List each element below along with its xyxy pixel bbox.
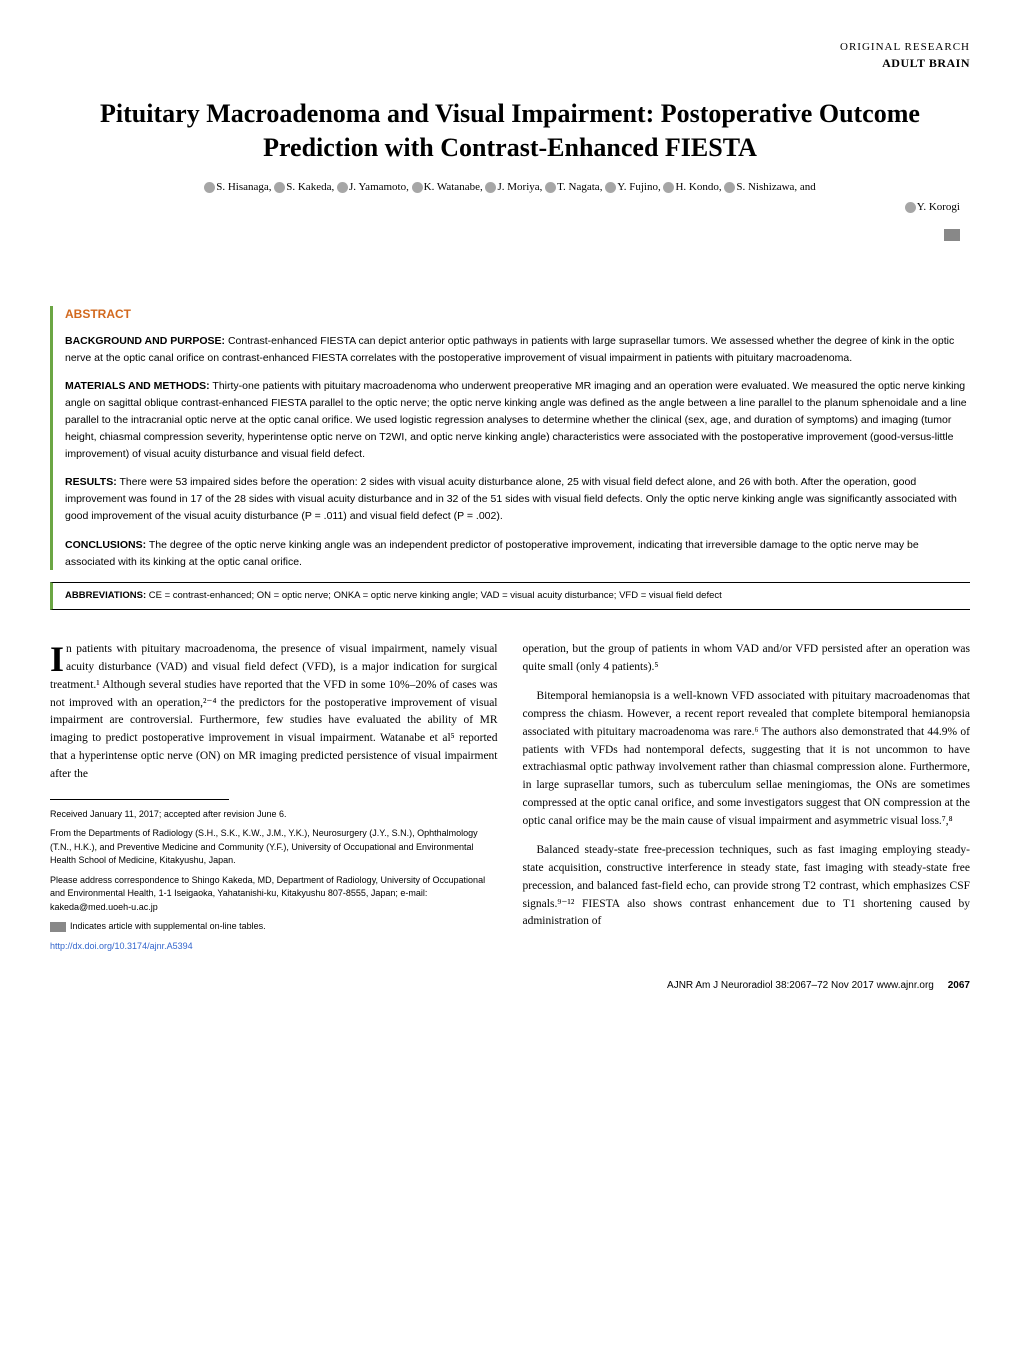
supplemental-icon [50, 922, 66, 932]
received-date: Received January 11, 2017; accepted afte… [50, 808, 498, 822]
orcid-icon [905, 202, 916, 213]
abstract-methods: MATERIALS AND METHODS: Thirty-one patien… [65, 378, 970, 462]
body-para-1: In patients with pituitary macroadenoma,… [50, 641, 498, 784]
supp-text: Indicates article with supplemental on-l… [70, 921, 266, 931]
methods-label: MATERIALS AND METHODS: [65, 380, 210, 392]
orcid-icon [724, 182, 735, 193]
col1-text: n patients with pituitary macroadenoma, … [50, 643, 498, 780]
col2-para3: Balanced steady-state free-precession te… [523, 842, 971, 931]
orcid-icon [337, 182, 348, 193]
orcid-icon [412, 182, 423, 193]
col2-para2: Bitemporal hemianopsia is a well-known V… [523, 688, 971, 831]
orcid-icon [605, 182, 616, 193]
right-column: operation, but the group of patients in … [523, 630, 971, 960]
footnote-rule [50, 799, 229, 800]
doi-link[interactable]: http://dx.doi.org/10.3174/ajnr.A5394 [50, 940, 498, 954]
abbrev-label: ABBREVIATIONS: [65, 590, 146, 601]
correspondence: Please address correspondence to Shingo … [50, 874, 498, 915]
orcid-icon [545, 182, 556, 193]
orcid-icon [204, 182, 215, 193]
supplemental-icon [944, 229, 960, 241]
page-footer: AJNR Am J Neuroradiol 38:2067–72 Nov 201… [50, 979, 970, 993]
abbreviations-section: ABBREVIATIONS: CE = contrast-enhanced; O… [50, 582, 970, 609]
conclusions-label: CONCLUSIONS: [65, 539, 146, 551]
abstract-background: BACKGROUND AND PURPOSE: Contrast-enhance… [65, 333, 970, 367]
last-author: Y. Korogi [917, 201, 960, 213]
authors-line2: Y. Korogi [50, 200, 960, 215]
affiliations: From the Departments of Radiology (S.H.,… [50, 827, 498, 868]
authors-line1: S. Hisanaga, S. Kakeda, J. Yamamoto, K. … [50, 180, 970, 195]
abbrev-text: CE = contrast-enhanced; ON = optic nerve… [149, 590, 722, 601]
body-columns: In patients with pituitary macroadenoma,… [50, 630, 970, 960]
background-label: BACKGROUND AND PURPOSE: [65, 335, 225, 347]
dropcap: I [50, 643, 64, 675]
page-number: 2067 [948, 980, 970, 991]
category: ADULT BRAIN [50, 55, 970, 72]
results-label: RESULTS: [65, 476, 117, 488]
abstract-heading: ABSTRACT [65, 306, 970, 323]
conclusions-text: The degree of the optic nerve kinking an… [65, 539, 919, 568]
research-type: ORIGINAL RESEARCH [50, 40, 970, 55]
supplemental-note: Indicates article with supplemental on-l… [50, 920, 498, 934]
col2-para1: operation, but the group of patients in … [523, 641, 971, 677]
article-title: Pituitary Macroadenoma and Visual Impair… [50, 97, 970, 165]
abstract-conclusions: CONCLUSIONS: The degree of the optic ner… [65, 537, 970, 571]
results-text: There were 53 impaired sides before the … [65, 476, 957, 522]
orcid-icon [663, 182, 674, 193]
abstract-section: ABSTRACT BACKGROUND AND PURPOSE: Contras… [50, 306, 970, 570]
orcid-icon [485, 182, 496, 193]
supplemental-indicator [50, 224, 960, 246]
header-section: ORIGINAL RESEARCH ADULT BRAIN [50, 40, 970, 72]
footer-citation: AJNR Am J Neuroradiol 38:2067–72 Nov 201… [667, 980, 934, 991]
footnotes: Received January 11, 2017; accepted afte… [50, 808, 498, 954]
left-column: In patients with pituitary macroadenoma,… [50, 630, 498, 960]
abstract-results: RESULTS: There were 53 impaired sides be… [65, 474, 970, 524]
orcid-icon [274, 182, 285, 193]
